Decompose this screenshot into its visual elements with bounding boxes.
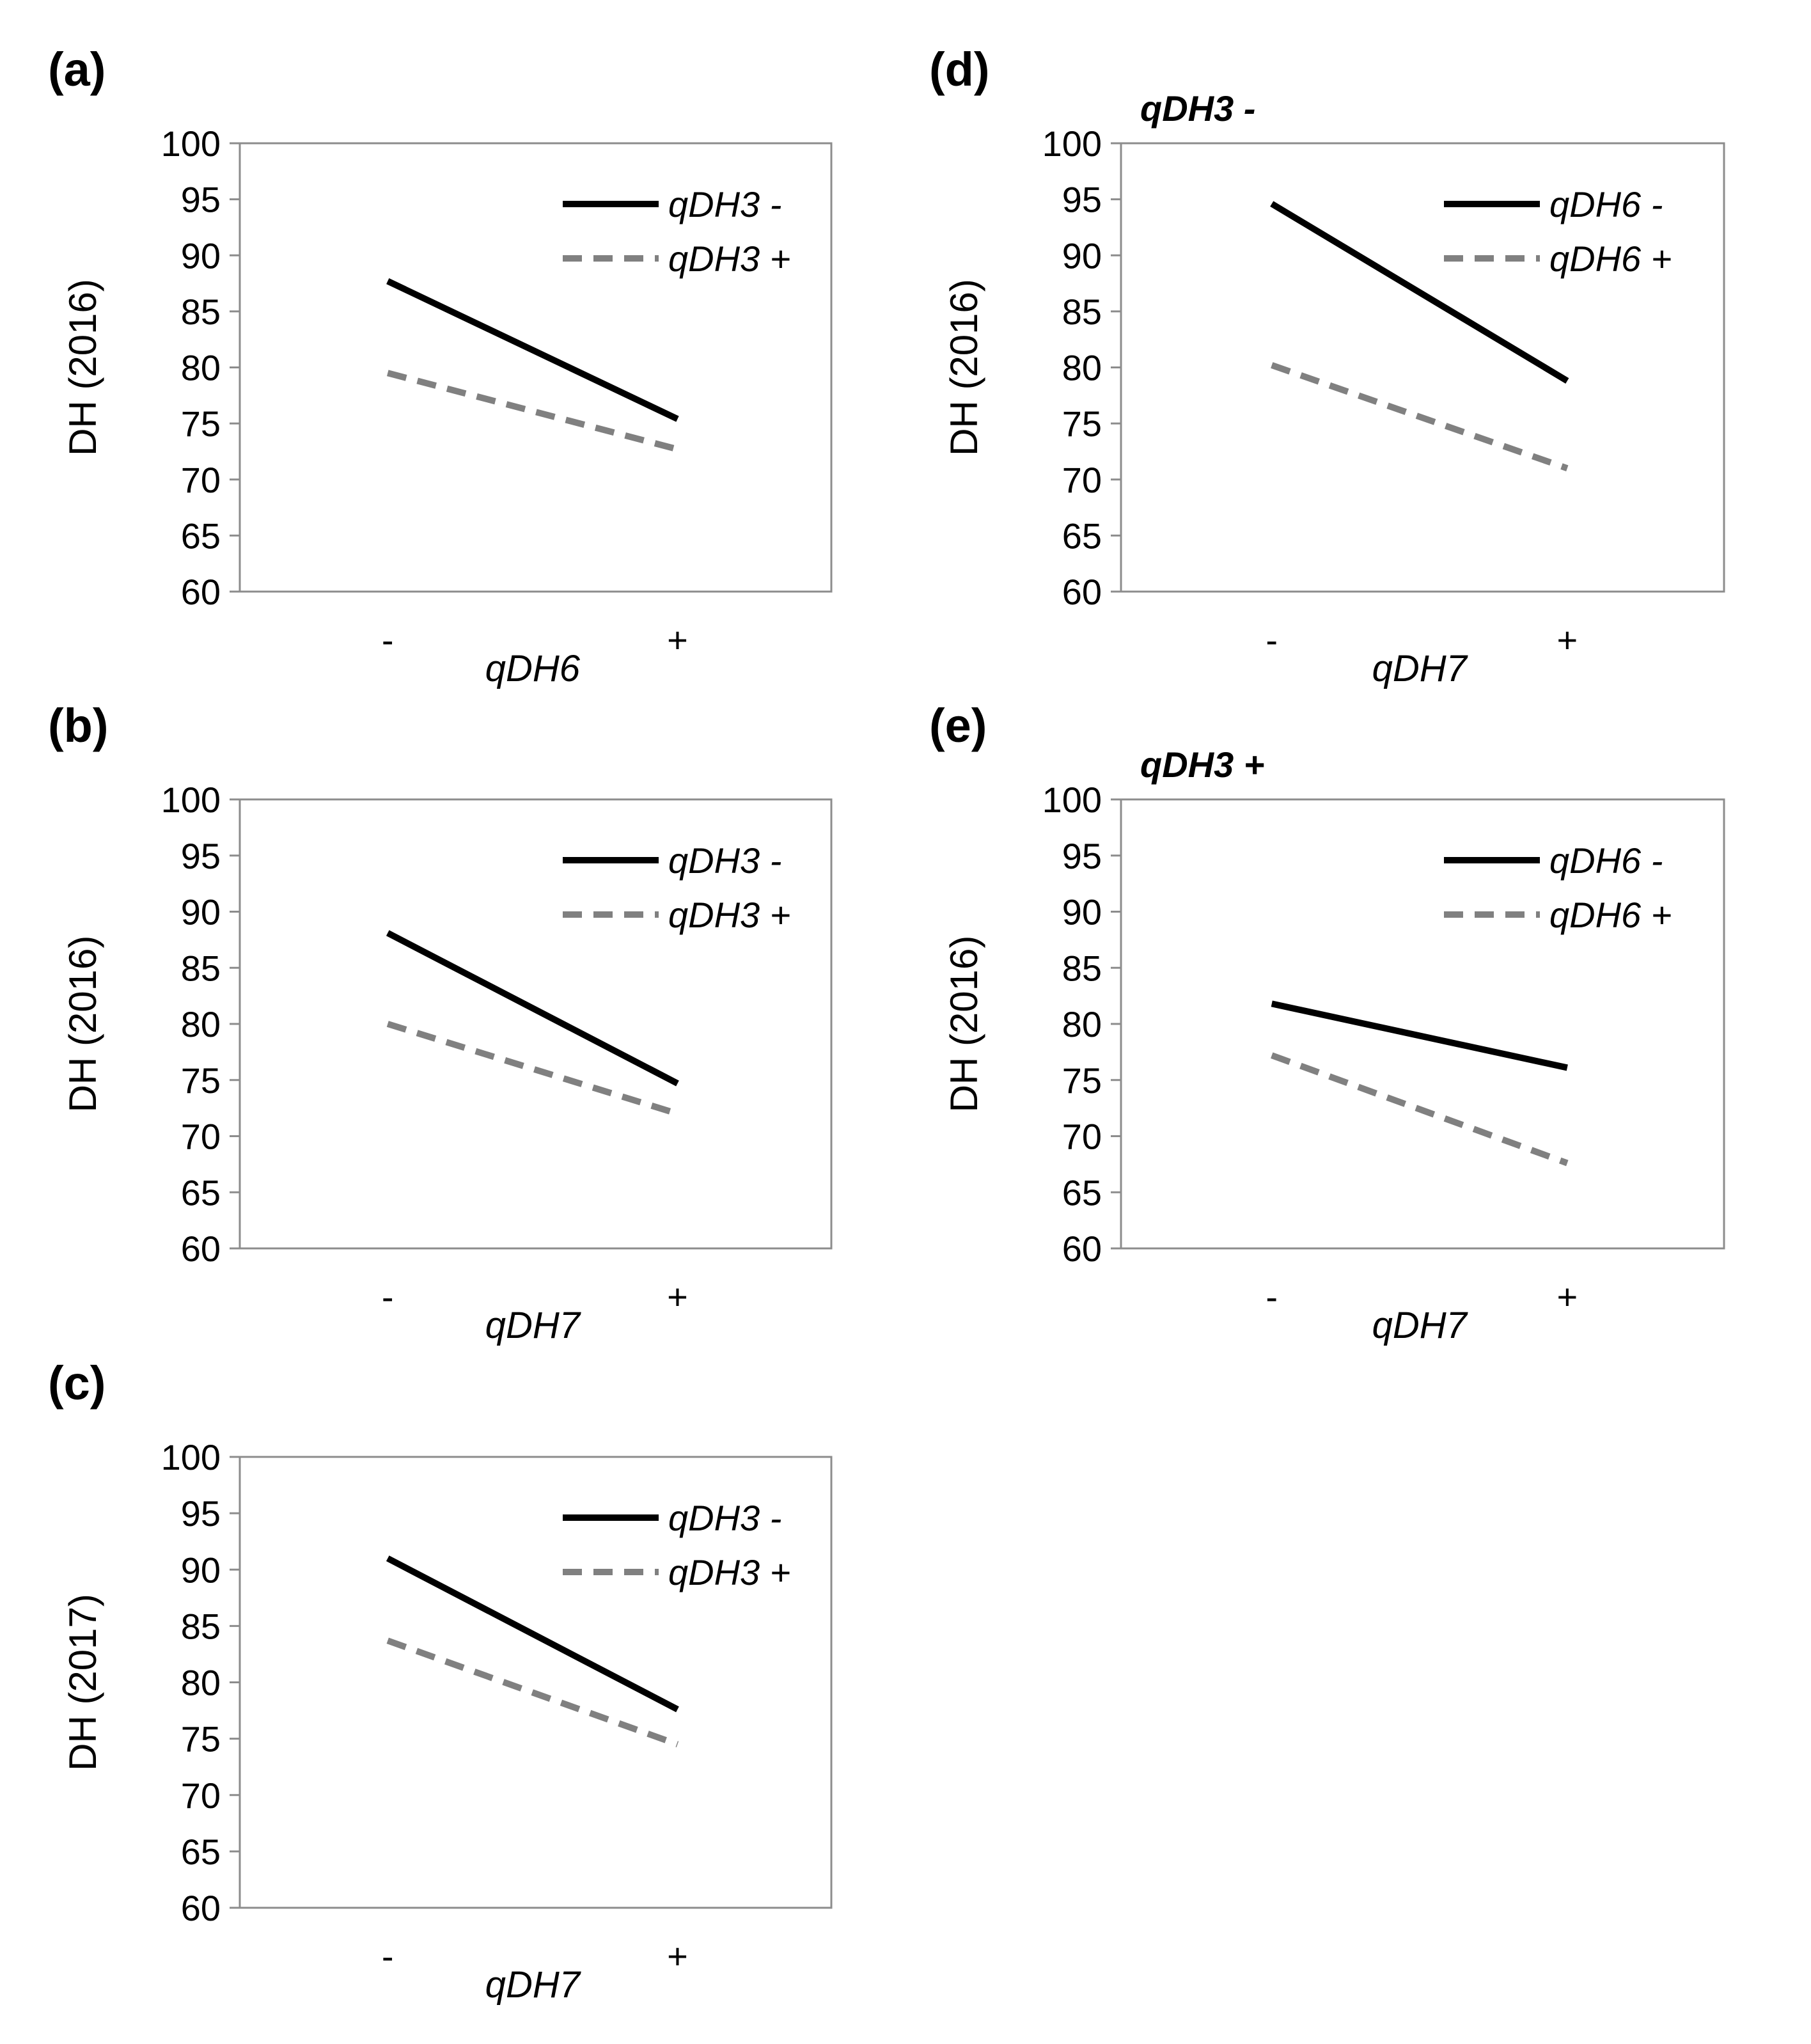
panel-subtitle: qDH3 -: [1140, 88, 1255, 129]
y-tick-label: 60: [181, 572, 221, 612]
x-axis-label: qDH7: [1372, 1305, 1469, 1346]
y-tick-label: 60: [1062, 1229, 1102, 1269]
panel-label: (b): [48, 699, 109, 752]
series-line: [386, 1021, 678, 1117]
y-tick-label: 75: [181, 1719, 221, 1759]
legend-label: qDH3 +: [668, 239, 790, 279]
panel-label: (c): [48, 1356, 106, 1410]
y-tick-label: 70: [181, 460, 221, 500]
legend-label: qDH3 -: [668, 184, 781, 224]
y-tick-label: 100: [1042, 780, 1102, 820]
x-axis-label: qDH7: [1372, 648, 1469, 689]
legend-label: qDH6 -: [1549, 840, 1663, 881]
panel-label: (e): [929, 699, 987, 752]
y-tick-label: 80: [181, 348, 221, 388]
x-axis-label: qDH6: [485, 648, 581, 689]
y-tick-label: 80: [181, 1004, 221, 1044]
y-tick-label: 90: [181, 235, 221, 276]
x-tick-label: -: [1266, 620, 1278, 660]
y-axis-label: DH (2017): [61, 1594, 104, 1771]
x-tick-label: -: [382, 1936, 394, 1976]
y-tick-label: 95: [181, 1493, 221, 1534]
y-tick-label: 75: [1062, 1060, 1102, 1101]
y-tick-label: 75: [181, 404, 221, 444]
y-axis-label: DH (2016): [943, 279, 985, 456]
x-tick-label: -: [382, 620, 394, 660]
y-tick-label: 90: [1062, 235, 1102, 276]
y-tick-label: 100: [161, 123, 221, 164]
legend-label: qDH3 +: [668, 1552, 790, 1592]
series-line: [1270, 201, 1569, 384]
y-tick-label: 90: [181, 892, 221, 932]
y-tick-label: 75: [1062, 404, 1102, 444]
y-tick-label: 95: [1062, 836, 1102, 876]
y-tick-label: 65: [181, 1832, 221, 1872]
series-line: [386, 1555, 679, 1713]
x-tick-label: +: [1556, 1277, 1578, 1317]
x-tick-label: +: [667, 1277, 688, 1317]
legend-label: qDH6 -: [1549, 184, 1663, 224]
y-axis-label: DH (2016): [61, 936, 104, 1113]
series-line: [1271, 1052, 1569, 1167]
panel-subtitle: qDH3 +: [1140, 744, 1265, 785]
y-tick-label: 85: [181, 948, 221, 988]
chart-panel: 60 65 70 75 80 85 90 95 100 - + qDH7 DH (2016) (b) qDH…: [48, 699, 833, 1346]
y-tick-label: 80: [181, 1663, 221, 1703]
y-tick-label: 60: [181, 1229, 221, 1269]
x-axis-label: qDH7: [485, 1964, 582, 2006]
x-tick-label: +: [667, 620, 688, 660]
chart-panel: 60 65 70 75 80 85 90 95 100 - + qDH7 DH (2017) (c) qDH…: [48, 1356, 833, 2006]
y-tick-label: 65: [181, 1172, 221, 1213]
chart-panel: 60 65 70 75 80 85 90 95 100 - + qDH6 DH (2016) (a) qDH…: [48, 43, 833, 689]
y-tick-label: 80: [1062, 1004, 1102, 1044]
legend-label: qDH3 -: [668, 840, 781, 881]
y-tick-label: 100: [1042, 123, 1102, 164]
y-tick-label: 85: [1062, 292, 1102, 332]
x-tick-label: +: [667, 1936, 688, 1976]
y-tick-label: 90: [181, 1550, 221, 1590]
y-tick-label: 80: [1062, 348, 1102, 388]
y-tick-label: 95: [1062, 180, 1102, 220]
y-tick-label: 90: [1062, 892, 1102, 932]
series-line: [1271, 362, 1569, 471]
panel-label: (d): [929, 43, 990, 96]
y-tick-label: 85: [1062, 948, 1102, 988]
y-tick-label: 70: [1062, 1117, 1102, 1157]
y-tick-label: 70: [181, 1775, 221, 1816]
legend-label: qDH3 -: [668, 1498, 781, 1538]
panel-label: (a): [48, 43, 106, 96]
series-line: [386, 278, 679, 422]
x-tick-label: -: [1266, 1277, 1278, 1317]
y-tick-label: 100: [161, 780, 221, 820]
y-tick-label: 60: [1062, 572, 1102, 612]
y-tick-label: 85: [181, 1606, 221, 1646]
y-tick-label: 65: [1062, 515, 1102, 556]
y-tick-label: 100: [161, 1437, 221, 1477]
series-line: [386, 370, 678, 453]
x-axis-label: qDH7: [485, 1305, 582, 1346]
y-tick-label: 65: [1062, 1172, 1102, 1213]
series-line: [1271, 1000, 1568, 1071]
y-tick-label: 85: [181, 292, 221, 332]
y-tick-label: 95: [181, 836, 221, 876]
y-tick-label: 75: [181, 1060, 221, 1101]
y-tick-label: 70: [181, 1117, 221, 1157]
chart-panel: 60 65 70 75 80 85 90 95 100 - + qDH7 DH (2016) (e) qDH…: [929, 699, 1725, 1346]
legend-label: qDH6 +: [1549, 239, 1672, 279]
y-tick-label: 65: [181, 515, 221, 556]
y-axis-label: DH (2016): [61, 279, 104, 456]
chart-panel: 60 65 70 75 80 85 90 95 100 - + qDH7 DH (2016) (d) qDH…: [929, 43, 1725, 689]
y-tick-label: 70: [1062, 460, 1102, 500]
x-tick-label: -: [382, 1277, 394, 1317]
legend-label: qDH6 +: [1549, 895, 1672, 935]
y-tick-label: 60: [181, 1888, 221, 1928]
series-line: [386, 1637, 679, 1748]
x-tick-label: +: [1556, 620, 1578, 660]
y-axis-label: DH (2016): [943, 936, 985, 1113]
y-tick-label: 95: [181, 180, 221, 220]
legend-label: qDH3 +: [668, 895, 790, 935]
series-line: [386, 930, 679, 1087]
